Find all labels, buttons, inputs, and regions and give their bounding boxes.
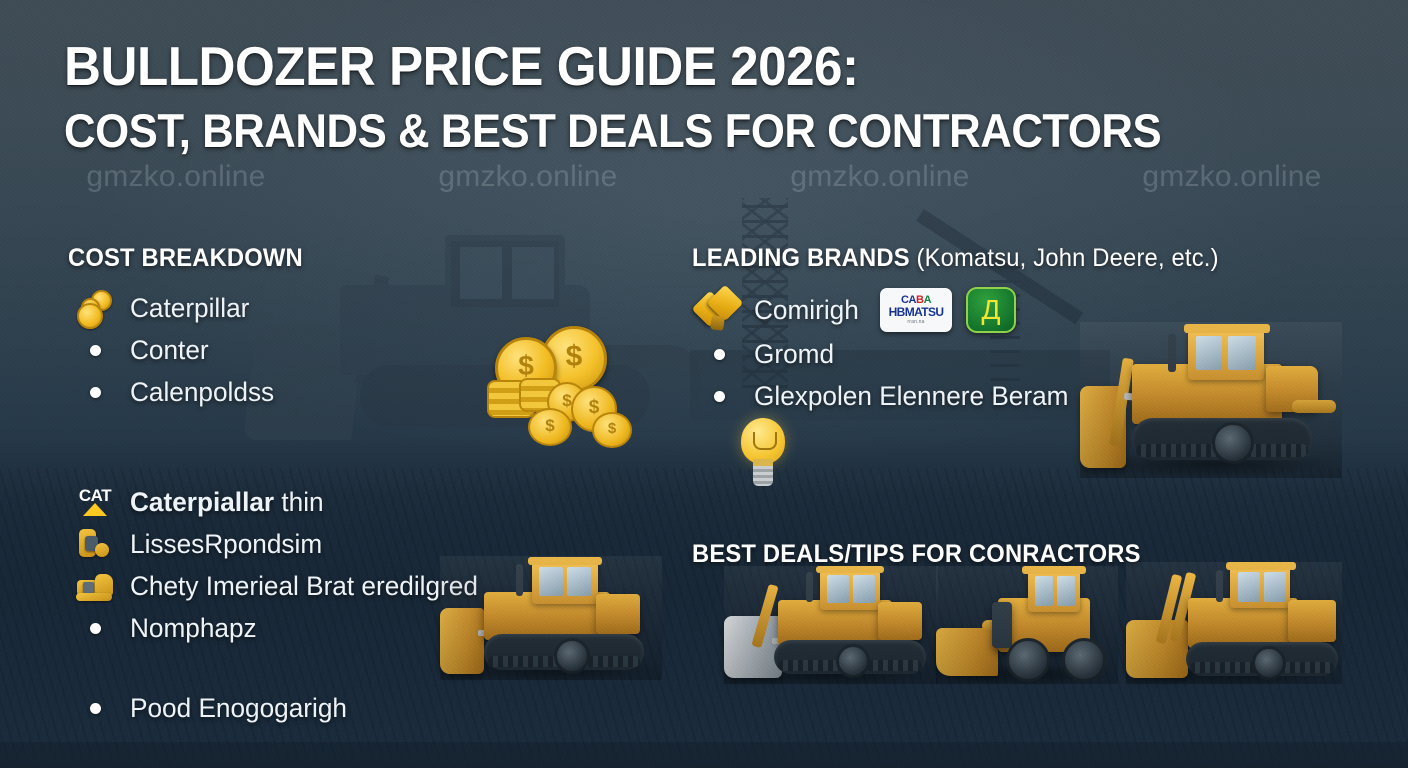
section-title-rest: (Komatsu, John Deere, etc.) bbox=[909, 244, 1219, 272]
machine-dozer-rear-ripper bbox=[1126, 562, 1342, 686]
caterpillar-list: CAT Caterpiallar thin LissesRpondsim Che… bbox=[68, 481, 628, 729]
headline-line-1: BULLDOZER PRICE GUIDE 2026: bbox=[64, 35, 859, 97]
diamond-icon bbox=[691, 284, 746, 331]
list-item-label: Caterpillar bbox=[130, 292, 250, 323]
list-item: Chety Imerieal Brat eredilgred bbox=[68, 565, 628, 607]
komatsu-logo-line3: rran.na bbox=[907, 319, 925, 325]
list-item-label: Nomphapz bbox=[130, 612, 257, 643]
list-item-label: LissesRpondsim bbox=[130, 528, 323, 559]
cat-logo-icon: CAT bbox=[68, 482, 122, 522]
john-deere-logo: Д bbox=[966, 287, 1017, 333]
list-item-label: Caterpiallar thin bbox=[130, 487, 324, 518]
machine-hero-dozer-right bbox=[1080, 322, 1342, 478]
list-item-label-bold: Caterpiallar bbox=[130, 486, 275, 517]
list-item-label: Glexpolen Elennere Beram bbox=[754, 380, 1069, 411]
equipment-icon-b bbox=[68, 566, 122, 606]
watermark-row: gmzko.online gmzko.online gmzko.online g… bbox=[0, 157, 1408, 197]
list-item-label: Chety Imerieal Brat eredilgred bbox=[130, 570, 478, 601]
list-item: LissesRpondsim bbox=[68, 523, 628, 565]
komatsu-logo: CABA HBMATSU rran.na bbox=[880, 288, 953, 332]
right-column: LEADING BRANDS (Komatsu, John Deere, etc… bbox=[691, 244, 1332, 569]
bullet-icon bbox=[692, 376, 746, 416]
cost-breakdown-list: Caterpillar Conter Calenpoldss bbox=[68, 287, 628, 413]
list-item-label: Conter bbox=[130, 334, 209, 365]
headline-line-2: COST, BRANDS & BEST DEALS FOR CONTRACTOR… bbox=[64, 104, 1162, 158]
background-bottom-edge bbox=[0, 742, 1408, 768]
coins-icon bbox=[68, 288, 122, 329]
list-item-label-rest: thin bbox=[274, 486, 324, 517]
watermark: gmzko.online bbox=[1142, 160, 1322, 193]
bullet-icon bbox=[68, 372, 122, 412]
komatsu-logo-line1a: CA bbox=[900, 294, 917, 306]
list-item: Calenpoldss bbox=[68, 371, 628, 413]
list-item: Caterpillar bbox=[68, 287, 628, 329]
komatsu-logo-line1b: B bbox=[916, 294, 924, 306]
machine-dozer-center-left bbox=[440, 556, 662, 682]
list-item: Conter bbox=[68, 329, 628, 371]
lightbulb-icon bbox=[733, 418, 793, 488]
section-title-bold: LEADING BRANDS bbox=[692, 244, 910, 272]
page-title: BULLDOZER PRICE GUIDE 2026: COST, BRANDS… bbox=[64, 38, 1184, 155]
list-item: Pood Enogogarigh bbox=[68, 687, 628, 729]
leading-brands-list: Comirigh CABA HBMATSU rran.na Д Gromd bbox=[691, 284, 1332, 417]
list-item: Glexpolen Elennere Beram bbox=[692, 375, 1332, 417]
list-item-label: Gromd bbox=[754, 338, 835, 369]
komatsu-logo-line2: HBMATSU bbox=[888, 305, 945, 319]
watermark: gmzko.online bbox=[438, 160, 618, 193]
bullet-icon bbox=[68, 608, 122, 648]
list-item: CAT Caterpiallar thin bbox=[68, 481, 628, 523]
bullet-icon bbox=[692, 334, 746, 374]
list-item-label: Comirigh bbox=[754, 294, 859, 325]
komatsu-logo-line1c: A bbox=[923, 294, 932, 306]
deer-glyph-icon: Д bbox=[981, 294, 1001, 325]
list-item-label: Pood Enogogarigh bbox=[130, 692, 347, 723]
bullet-icon bbox=[68, 330, 122, 370]
list-item-label: Calenpoldss bbox=[130, 376, 275, 407]
list-item: Nomphapz bbox=[68, 607, 628, 649]
left-column: COST BREAKDOWN Caterpillar Conter Calenp… bbox=[68, 244, 628, 729]
list-item: Comirigh CABA HBMATSU rran.na Д bbox=[691, 284, 1332, 333]
brand-logo-group: CABA HBMATSU rran.na Д bbox=[880, 287, 1017, 333]
watermark: gmzko.online bbox=[86, 160, 266, 193]
equipment-icon-a bbox=[68, 524, 122, 564]
machine-wheel-loader bbox=[936, 566, 1118, 686]
cat-logo-wordmark: CAT bbox=[78, 486, 112, 505]
coins-pile-icon: $ $ $ $ $ $ bbox=[487, 326, 632, 448]
section-title-cost-breakdown: COST BREAKDOWN bbox=[68, 244, 303, 272]
machine-dozer-steel-blade bbox=[724, 566, 938, 686]
list-item: Gromd bbox=[692, 333, 1332, 375]
bullet-icon bbox=[68, 688, 122, 728]
watermark: gmzko.online bbox=[790, 160, 970, 193]
section-title-best-deals: BEST DEALS/TIPS FOR CONRACTORS bbox=[692, 540, 1141, 568]
section-title-leading-brands: LEADING BRANDS (Komatsu, John Deere, etc… bbox=[692, 244, 1300, 273]
